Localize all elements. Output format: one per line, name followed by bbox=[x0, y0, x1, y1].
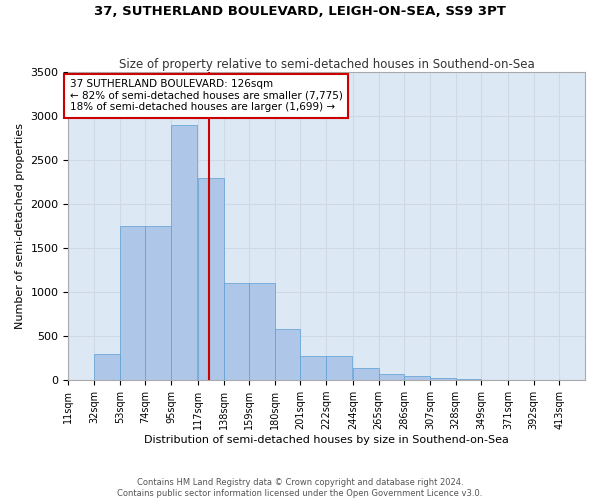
Bar bbox=[249, 284, 275, 380]
Bar bbox=[275, 329, 301, 380]
Bar bbox=[145, 226, 171, 380]
Bar bbox=[326, 356, 352, 380]
Bar bbox=[171, 125, 197, 380]
Y-axis label: Number of semi-detached properties: Number of semi-detached properties bbox=[15, 123, 25, 329]
Text: 37 SUTHERLAND BOULEVARD: 126sqm
← 82% of semi-detached houses are smaller (7,775: 37 SUTHERLAND BOULEVARD: 126sqm ← 82% of… bbox=[70, 79, 343, 112]
Text: 37, SUTHERLAND BOULEVARD, LEIGH-ON-SEA, SS9 3PT: 37, SUTHERLAND BOULEVARD, LEIGH-ON-SEA, … bbox=[94, 5, 506, 18]
Bar bbox=[119, 226, 145, 380]
Bar bbox=[404, 376, 430, 380]
Bar bbox=[94, 354, 119, 380]
Bar bbox=[379, 374, 404, 380]
X-axis label: Distribution of semi-detached houses by size in Southend-on-Sea: Distribution of semi-detached houses by … bbox=[144, 435, 509, 445]
Title: Size of property relative to semi-detached houses in Southend-on-Sea: Size of property relative to semi-detach… bbox=[119, 58, 535, 71]
Bar bbox=[224, 284, 249, 380]
Bar bbox=[430, 378, 455, 380]
Text: Contains HM Land Registry data © Crown copyright and database right 2024.
Contai: Contains HM Land Registry data © Crown c… bbox=[118, 478, 482, 498]
Bar bbox=[198, 178, 224, 380]
Bar bbox=[353, 368, 379, 380]
Bar bbox=[301, 356, 326, 380]
